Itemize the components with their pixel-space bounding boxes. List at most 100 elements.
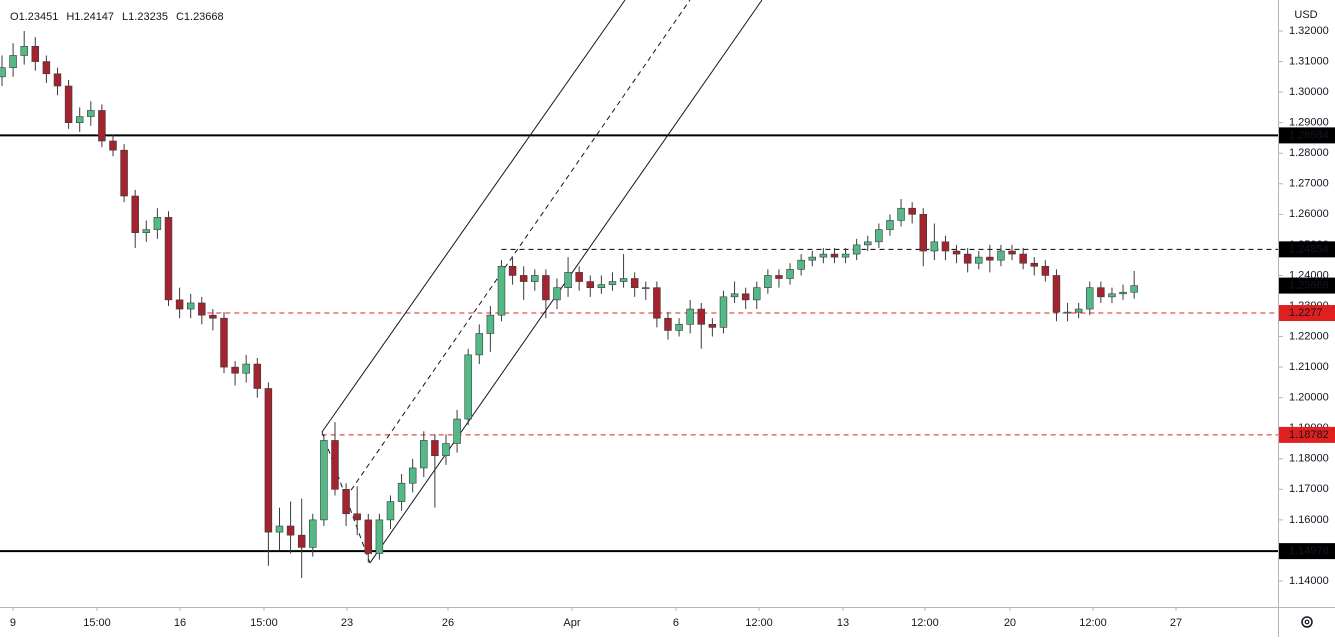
candle-body (164, 217, 173, 301)
candle-body (1063, 311, 1072, 314)
candle-body (286, 525, 295, 536)
candle-body (830, 253, 839, 258)
candle-body (719, 296, 728, 328)
candle-body (775, 275, 783, 279)
candle-body (0, 67, 6, 78)
candle-body (420, 440, 428, 469)
channel-line (345, 0, 691, 498)
x-tick-label: 20 (1004, 617, 1016, 629)
x-tick-label: 13 (837, 617, 849, 629)
candle-body (941, 241, 950, 252)
candle-body (886, 220, 894, 230)
candle-body (320, 440, 328, 521)
y-tick-label: 1.14000 (1289, 575, 1329, 587)
candle-body (475, 333, 484, 356)
price-label-bg (1279, 543, 1335, 560)
x-tick-label: 12:00 (745, 617, 773, 629)
candle-body (120, 149, 128, 197)
candle-body (1130, 285, 1138, 293)
y-tick-label: 1.17000 (1289, 483, 1329, 495)
candle-body (508, 265, 517, 276)
candle-body (1074, 308, 1083, 313)
candle-body (98, 110, 106, 142)
candle-body (397, 482, 406, 502)
candle-body (431, 440, 439, 457)
x-tick-label: 12:00 (1079, 617, 1107, 629)
price-label-bg (1279, 426, 1335, 443)
y-tick-label: 1.32000 (1289, 25, 1329, 37)
candle-body (952, 250, 961, 255)
candle-body (297, 534, 306, 548)
currency-label: USD (1294, 9, 1317, 21)
candle-body (87, 110, 95, 117)
y-tick-label: 1.22000 (1289, 330, 1329, 342)
price-label-bg (1279, 305, 1335, 322)
candle-body (1097, 287, 1105, 298)
ohlc-value: 1.23235 (128, 11, 168, 23)
candle-body (908, 207, 916, 215)
candle-body (686, 308, 694, 325)
candle-body (875, 229, 883, 243)
candle-body (9, 55, 17, 68)
candle-body (519, 275, 528, 282)
candle-body (53, 73, 62, 87)
candle-body (453, 418, 461, 444)
y-tick-label: 1.16000 (1289, 514, 1329, 526)
candle-body (930, 241, 939, 252)
settings-icon[interactable] (1301, 616, 1313, 628)
price-label: 1.18782 (1289, 429, 1329, 441)
candle-body (575, 272, 583, 282)
candle-body (963, 253, 972, 264)
candle-body (220, 317, 228, 368)
candle-body (797, 259, 805, 270)
price-label-bg (1279, 277, 1335, 294)
candle-body (109, 140, 117, 151)
candle-body (642, 287, 650, 289)
x-tick-label: Apr (563, 617, 580, 629)
y-tick-label: 1.26000 (1289, 208, 1329, 220)
y-tick-label: 1.20000 (1289, 392, 1329, 404)
axes: 1.32000 1.31000 1.30000 1.29000 1.28000 1.270… (10, 25, 1335, 629)
candle-body (531, 275, 539, 282)
candle-body (408, 467, 417, 484)
candle-body (542, 275, 550, 301)
candle-body (553, 287, 561, 301)
price-label: 1.28584 (1289, 129, 1329, 141)
candle-body (597, 284, 606, 288)
y-tick-label: 1.31000 (1289, 55, 1329, 67)
candle-body (1052, 275, 1061, 313)
x-tick-label: 16 (174, 617, 186, 629)
candle-body (386, 501, 395, 521)
candle-body (852, 244, 861, 255)
candle-body (741, 293, 750, 301)
candle-body (753, 287, 761, 301)
candle-body (730, 293, 739, 298)
candle-body (464, 354, 472, 420)
candle-body (708, 324, 717, 328)
ohlc-key: H (66, 11, 74, 23)
candle-body (497, 265, 506, 316)
candle-body (1019, 253, 1027, 264)
candle-body (1008, 250, 1016, 255)
y-tick-label: 1.28000 (1289, 147, 1329, 159)
x-tick-label: 9 (10, 617, 16, 629)
candle-body (242, 363, 250, 374)
y-tick-label: 1.30000 (1289, 86, 1329, 98)
candle-body (808, 256, 817, 261)
candle-body (209, 314, 217, 319)
price-label: 1.23668 (1289, 280, 1329, 292)
x-tick-label: 23 (341, 617, 353, 629)
x-tick-label: 15:00 (250, 617, 278, 629)
candle-body (309, 519, 317, 548)
candle-body (364, 519, 373, 554)
candle-body (764, 275, 772, 288)
x-tick-label: 12:00 (911, 617, 939, 629)
price-label: 1.14978 (1289, 545, 1329, 557)
candle-body (653, 287, 661, 319)
candle-body (1108, 293, 1116, 298)
x-tick-label: 15:00 (83, 617, 111, 629)
candle-body (331, 440, 339, 490)
candle-body (897, 207, 905, 221)
candle-body (375, 519, 384, 554)
